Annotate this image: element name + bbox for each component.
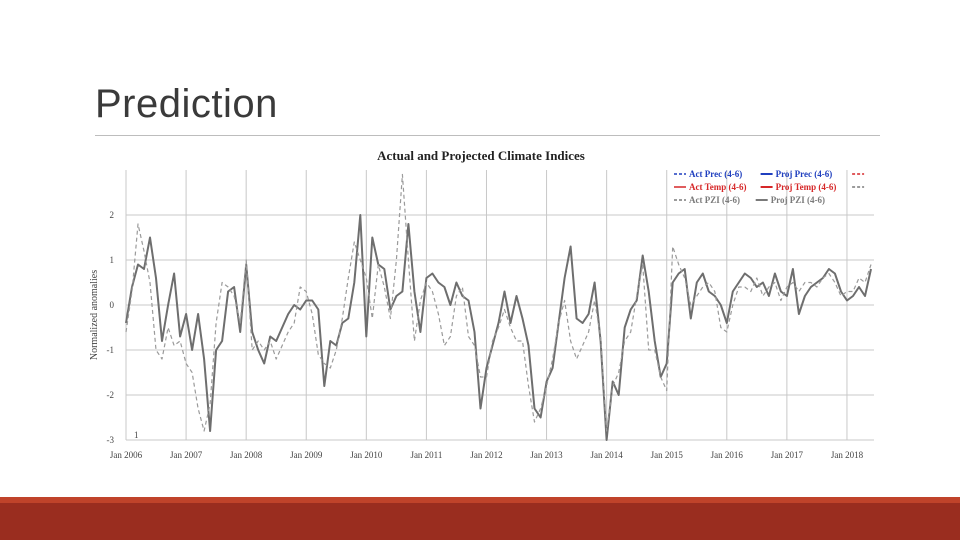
x-tick-label: Jan 2009 bbox=[290, 450, 323, 460]
x-tick-label: Jan 2012 bbox=[470, 450, 502, 460]
y-tick-label: 2 bbox=[110, 210, 115, 220]
legend-entry: Act PZI (4-6) bbox=[689, 195, 740, 205]
chart-title: Actual and Projected Climate Indices bbox=[377, 148, 585, 163]
climate-chart: Actual and Projected Climate Indices 2 1 0… bbox=[89, 148, 874, 460]
x-tick-label: Jan 2011 bbox=[410, 450, 442, 460]
y-tick-label: 0 bbox=[110, 300, 115, 310]
footer-accent-line bbox=[0, 497, 960, 503]
y-tick-labels: 2 1 0 -1 -2 -3 bbox=[107, 210, 115, 445]
legend-entry: Proj Temp (4-6) bbox=[776, 182, 837, 192]
x-tick-label: Jan 2015 bbox=[651, 450, 684, 460]
y-axis-label: Normalized anomalies bbox=[89, 270, 100, 360]
series-line bbox=[125, 214, 872, 441]
x-tick-label: Jan 2016 bbox=[711, 450, 744, 460]
x-tick-label: Jan 2010 bbox=[350, 450, 383, 460]
gridlines bbox=[125, 170, 874, 441]
x-tick-label: Jan 2013 bbox=[530, 450, 563, 460]
x-tick-label: Jan 2014 bbox=[591, 450, 624, 460]
x-tick-labels: Jan 2006 Jan 2007 Jan 2008 Jan 2009 Jan 2010… bbox=[110, 450, 864, 460]
x-tick-label: Jan 2006 bbox=[110, 450, 143, 460]
y-tick-label: -1 bbox=[107, 345, 115, 355]
footer-band bbox=[0, 497, 960, 540]
title-divider bbox=[95, 135, 880, 136]
x-tick-label: Jan 2018 bbox=[831, 450, 864, 460]
x-tick-label: Jan 2017 bbox=[771, 450, 804, 460]
legend-entry: Act Temp (4-6) bbox=[689, 182, 747, 192]
legend-entry: Proj PZI (4-6) bbox=[771, 195, 825, 205]
y-tick-label: -2 bbox=[107, 390, 115, 400]
series-lines bbox=[125, 173, 872, 441]
legend-entry: Proj Prec (4-6) bbox=[776, 169, 833, 179]
y-tick-label: 1 bbox=[110, 255, 115, 265]
slide-title: Prediction bbox=[95, 82, 278, 126]
corner-annotation: 1 bbox=[134, 430, 139, 440]
y-tick-label: -3 bbox=[107, 435, 115, 445]
series-line bbox=[125, 173, 872, 432]
x-tick-label: Jan 2008 bbox=[230, 450, 263, 460]
chart-legend: Act Prec (4-6) Proj Prec (4-6) Act Temp (4… bbox=[674, 169, 865, 205]
legend-entry: Act Prec (4-6) bbox=[689, 169, 742, 179]
x-tick-label: Jan 2007 bbox=[170, 450, 203, 460]
